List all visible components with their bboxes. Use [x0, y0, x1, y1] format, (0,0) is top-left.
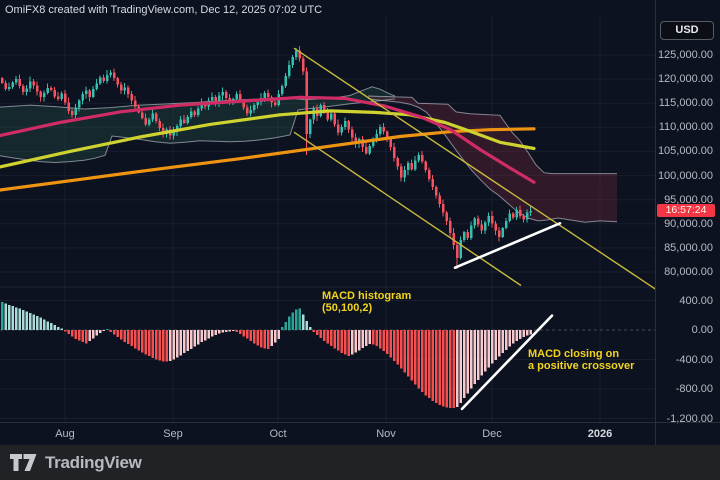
- price-axis-label: 110,000.00: [658, 121, 713, 134]
- ma-orange-line: [0, 127, 536, 192]
- macd-crossover-annotation: MACD closing on a positive crossover: [528, 348, 634, 372]
- ma-pink-line: [0, 95, 536, 184]
- time-axis-label: Aug: [55, 428, 75, 440]
- tradingview-logo-icon: [10, 454, 37, 471]
- macd-indicator-label-line1: MACD histogram: [322, 290, 412, 302]
- trend-channel-lower[interactable]: [293, 131, 522, 287]
- macd-crossover-annotation-line1: MACD closing on: [528, 348, 620, 360]
- macd-axis-label: -800.00: [675, 383, 713, 395]
- macd-histogram-series: [0, 302, 532, 408]
- macd-axis-label: -400.00: [675, 353, 713, 366]
- price-axis-label: 105,000.00: [657, 145, 713, 158]
- macd-trendline[interactable]: [460, 314, 554, 411]
- macd-axis-label: 400.00: [679, 294, 713, 307]
- time-axis-label: Nov: [376, 428, 396, 440]
- time-axis-label: Sep: [163, 428, 183, 440]
- chart-plot-area[interactable]: [0, 0, 655, 445]
- price-axis-label: 80,000.00: [664, 266, 713, 278]
- time-axis-label: Dec: [482, 428, 502, 440]
- price-axis[interactable]: USD 16:57:24 125,000.00 120,000.00 115,000…: [655, 0, 720, 445]
- price-axis-label: 95,000.00: [664, 193, 713, 206]
- macd-crossover-annotation-line2: a positive crossover: [528, 360, 635, 372]
- price-axis-label: 120,000.00: [657, 73, 713, 86]
- price-axis-label: 100,000.00: [657, 169, 713, 182]
- price-axis-label: 90,000.00: [664, 217, 713, 230]
- time-axis-label: Oct: [269, 428, 287, 440]
- price-axis-label: 85,000.00: [664, 241, 713, 254]
- macd-indicator-label-line2: (50,100,2): [322, 302, 373, 314]
- currency-button[interactable]: USD: [660, 21, 714, 40]
- tradingview-logo[interactable]: TradingView: [10, 453, 142, 473]
- ma-yellow-line: [0, 109, 536, 169]
- price-axis-label: 125,000.00: [657, 49, 713, 61]
- credit-text: OmiFX8 created with TradingView.com, Dec…: [5, 4, 323, 16]
- macd-indicator-label: MACD histogram (50,100,2): [322, 290, 411, 314]
- ichimoku-cloud-red: [367, 95, 618, 223]
- footer-bar: TradingView: [0, 445, 720, 480]
- countdown-badge: 16:57:24: [657, 204, 715, 217]
- macd-axis-label: 0.00: [691, 324, 713, 336]
- price-support-trendline[interactable]: [453, 222, 562, 270]
- trend-channel-upper[interactable]: [293, 47, 655, 291]
- price-axis-label: 115,000.00: [658, 97, 713, 110]
- time-axis[interactable]: Aug Sep Oct Nov Dec 2026: [0, 422, 720, 445]
- brand-text: TradingView: [45, 452, 142, 472]
- macd-axis-label: -1,200.00: [666, 412, 713, 425]
- time-axis-label: 2026: [587, 428, 613, 440]
